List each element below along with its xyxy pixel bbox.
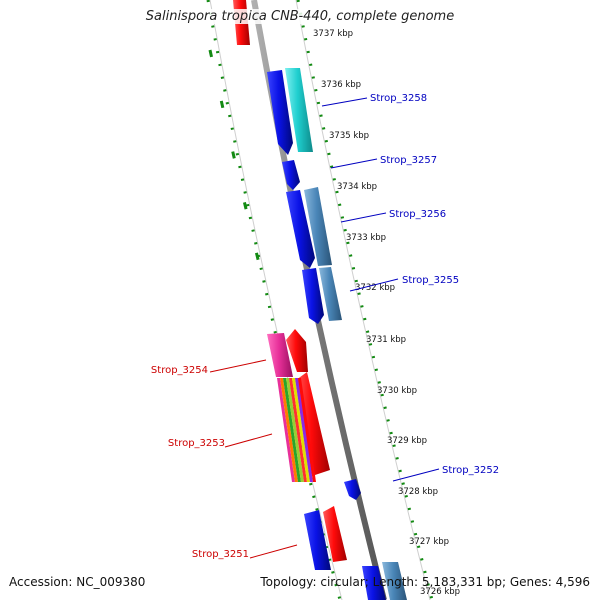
gene-magenta-3254[interactable] bbox=[267, 333, 293, 377]
kbp-tick-label: 3730 kbp bbox=[377, 386, 417, 396]
kbp-tick-label: 3736 kbp bbox=[321, 80, 361, 90]
right-leader-line bbox=[340, 212, 387, 223]
right-gene-label[interactable]: Strop_3258 bbox=[370, 93, 427, 104]
gene-stripe-3253 bbox=[277, 378, 295, 482]
kbp-tick-label: 3737 kbp bbox=[313, 29, 353, 39]
kbp-tick-label: 3728 kbp bbox=[398, 487, 438, 497]
gene-stripe-3253 bbox=[292, 378, 310, 482]
right-leader-line bbox=[321, 97, 368, 107]
gene-blue-bottom[interactable] bbox=[362, 566, 386, 600]
kbp-tick-label: 3727 kbp bbox=[409, 537, 449, 547]
gene-steel-3255[interactable] bbox=[319, 267, 342, 321]
right-leader-line bbox=[392, 468, 440, 482]
gene-stripe-3253 bbox=[286, 378, 304, 482]
left-gene-label[interactable]: Strop_3253 bbox=[168, 438, 225, 449]
gene-features bbox=[233, 0, 407, 600]
right-gene-label[interactable]: Strop_3256 bbox=[389, 209, 446, 220]
gene-blue-3258[interactable] bbox=[267, 70, 293, 155]
gene-stripe-3253 bbox=[283, 378, 301, 482]
gene-blue-3251a[interactable] bbox=[304, 510, 331, 570]
kbp-tick-label: 3735 kbp bbox=[329, 131, 369, 141]
gene-stripe-3253 bbox=[295, 378, 313, 482]
kbp-tick-label: 3726 kbp bbox=[420, 587, 460, 597]
right-gene-label[interactable]: Strop_3252 bbox=[442, 465, 499, 476]
gene-red-3254[interactable] bbox=[286, 329, 308, 372]
gene-steel-bottom[interactable] bbox=[382, 562, 407, 600]
left-major-ticks bbox=[208, 49, 270, 301]
gene-red-3253[interactable] bbox=[296, 372, 330, 476]
right-gene-label[interactable]: Strop_3255 bbox=[402, 275, 459, 286]
feature-labels: 3737 kbp 3736 kbp 3735 kbp 3734 kbp 3733 kbp… bbox=[151, 29, 499, 597]
gene-stripe-3253 bbox=[289, 378, 307, 482]
gene-cyan-3258[interactable] bbox=[285, 68, 313, 152]
topology-text: Topology: circular; Length: 5,183,331 bp… bbox=[260, 575, 590, 589]
genome-title: Salinispora tropica CNB-440, complete ge… bbox=[0, 9, 600, 24]
left-leader-line bbox=[249, 544, 298, 559]
left-leader-line bbox=[209, 359, 267, 373]
right-leader-line bbox=[349, 278, 399, 292]
right-leader-line bbox=[330, 158, 378, 169]
gene-blue-3255[interactable] bbox=[302, 268, 324, 324]
gene-blue-3252[interactable] bbox=[344, 479, 361, 500]
gene-steel-3256[interactable] bbox=[304, 187, 332, 266]
left-gene-label[interactable]: Strop_3254 bbox=[151, 365, 208, 376]
gene-blue-3256[interactable] bbox=[286, 190, 315, 268]
left-leader-line bbox=[224, 433, 273, 448]
kbp-tick-label: 3731 kbp bbox=[366, 335, 406, 345]
track-outline-right bbox=[295, 0, 431, 600]
accession-text: Accession: NC_009380 bbox=[9, 575, 146, 589]
right-gene-label[interactable]: Strop_3257 bbox=[380, 155, 437, 166]
gene-stripe-3253 bbox=[298, 378, 316, 482]
left-gene-label[interactable]: Strop_3251 bbox=[192, 549, 249, 560]
track-outline-left bbox=[209, 0, 343, 600]
gene-stripe-3253 bbox=[280, 378, 298, 482]
kbp-tick-label: 3729 kbp bbox=[387, 436, 427, 446]
gene-red-3251[interactable] bbox=[323, 506, 347, 562]
kbp-tick-label: 3732 kbp bbox=[355, 283, 395, 293]
kbp-tick-label: 3734 kbp bbox=[337, 182, 377, 192]
gene-blue-3257[interactable] bbox=[282, 160, 300, 190]
kbp-tick-label: 3733 kbp bbox=[346, 233, 386, 243]
